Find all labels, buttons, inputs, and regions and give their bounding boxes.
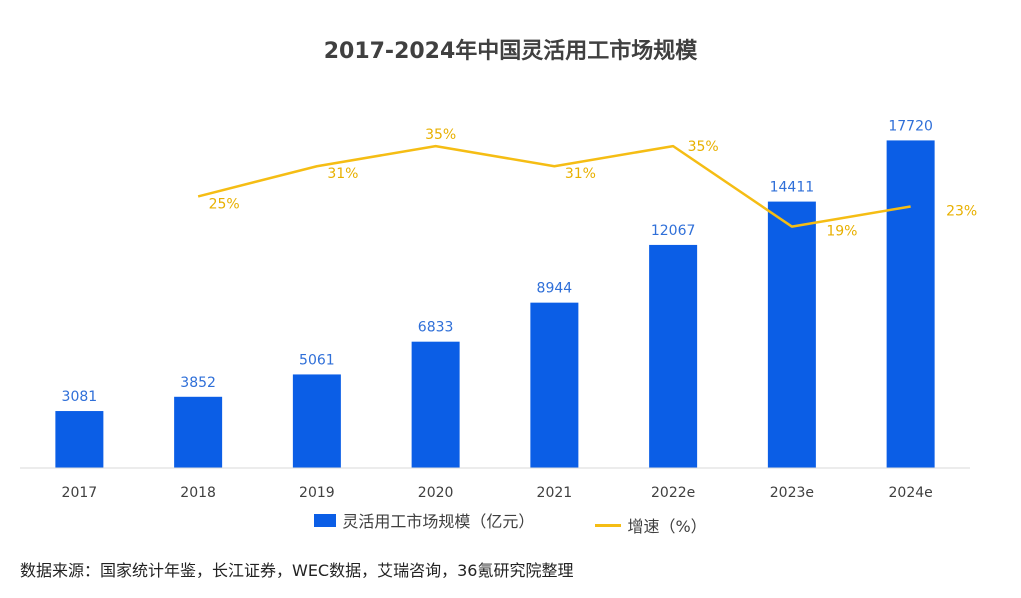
line-layer xyxy=(197,144,911,228)
bar-2018 xyxy=(174,396,223,468)
bar-value-label: 8944 xyxy=(537,281,573,297)
growth-rate-label: 25% xyxy=(209,196,240,212)
x-tick-label: 2021 xyxy=(537,485,573,501)
growth-rate-label: 35% xyxy=(425,127,456,143)
bar-2022e xyxy=(649,244,698,468)
x-tick-label: 2018 xyxy=(180,485,216,501)
growth-rate-line xyxy=(197,144,911,228)
bar-value-label: 5061 xyxy=(299,352,335,368)
x-tick-label: 2019 xyxy=(299,485,335,501)
legend: 灵活用工市场规模（亿元） 增速（%） xyxy=(0,508,1021,537)
bar-2023e xyxy=(767,201,816,468)
bar-2024e xyxy=(886,140,935,468)
x-tick-label: 2023e xyxy=(770,485,814,501)
growth-rate-label: 35% xyxy=(688,139,719,155)
legend-line-swatch xyxy=(595,523,622,527)
bar-2020 xyxy=(411,341,460,468)
legend-line-label: 增速（%） xyxy=(627,517,707,536)
growth-rate-label: 23% xyxy=(946,203,977,219)
chart-title: 2017-2024年中国灵活用工市场规模 xyxy=(323,39,698,64)
bar-2021 xyxy=(530,302,579,468)
bars-layer xyxy=(55,140,935,468)
bar-2017 xyxy=(55,411,104,468)
bar-value-label: 17720 xyxy=(888,118,933,134)
bar-value-label: 14411 xyxy=(770,180,815,196)
growth-rate-label: 19% xyxy=(826,224,857,240)
bar-2019 xyxy=(292,374,341,468)
source-note: 数据来源：国家统计年鉴，长江证券，WEC数据，艾瑞咨询，36氪研究院整理 xyxy=(20,561,574,580)
x-tick-label: 2022e xyxy=(651,485,695,501)
x-tick-label: 2024e xyxy=(889,485,933,501)
x-tick-label: 2017 xyxy=(62,485,98,501)
legend-bar-label: 灵活用工市场规模（亿元） xyxy=(342,512,535,531)
labels-layer: 3081 2017 3852 2018 5061 2019 6833 2020 8944 2021… xyxy=(62,118,978,501)
legend-item-line: 增速（%） xyxy=(595,513,707,537)
bar-value-label: 3852 xyxy=(180,375,216,391)
legend-item-bar: 灵活用工市场规模（亿元） xyxy=(314,508,534,532)
growth-rate-label: 31% xyxy=(565,166,596,182)
bar-value-label: 3081 xyxy=(62,389,98,405)
x-tick-label: 2020 xyxy=(418,485,454,501)
growth-rate-label: 31% xyxy=(327,166,358,182)
legend-bar-swatch xyxy=(314,513,337,527)
bar-value-label: 12067 xyxy=(651,223,696,239)
bar-value-label: 6833 xyxy=(418,320,454,336)
